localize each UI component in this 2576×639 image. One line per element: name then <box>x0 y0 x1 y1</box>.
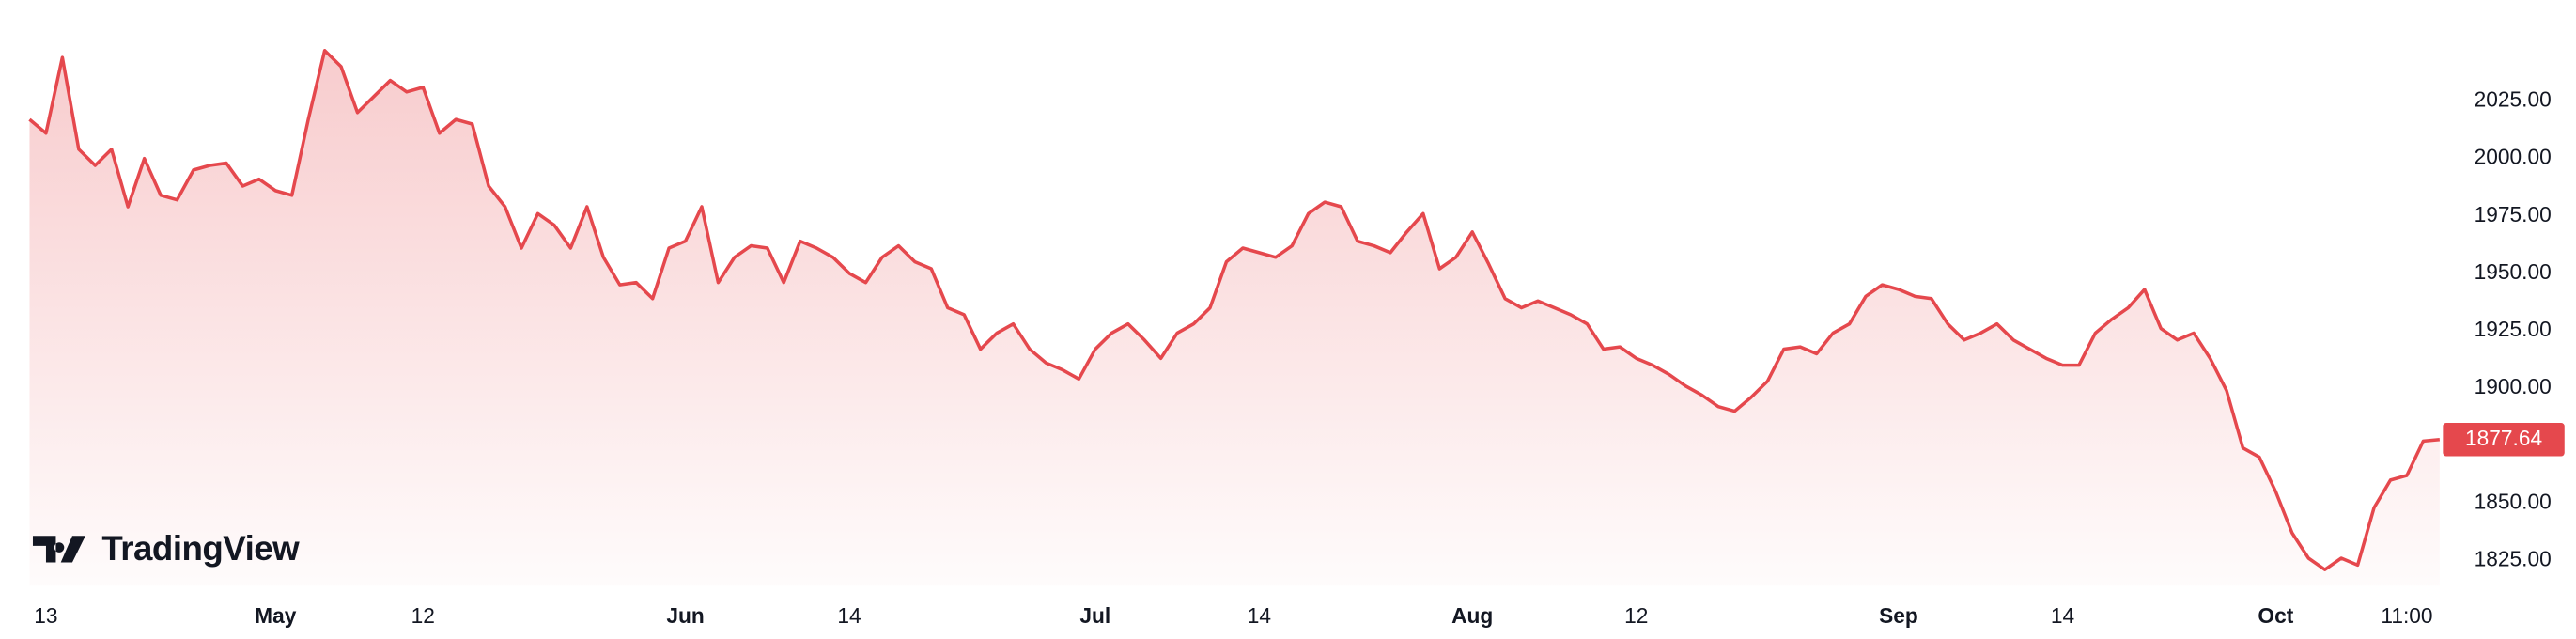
x-tick-label: Jul <box>1079 603 1110 628</box>
x-tick-label: Oct <box>2258 603 2293 628</box>
x-tick-label: 12 <box>411 603 435 628</box>
y-tick-label: 1850.00 <box>2475 489 2552 513</box>
x-tick-label: 14 <box>1248 603 1272 628</box>
x-tick-label: 13 <box>34 603 57 628</box>
y-tick-label: 2000.00 <box>2475 145 2552 169</box>
x-tick-label: 12 <box>1624 603 1648 628</box>
x-tick-label: 14 <box>2051 603 2075 628</box>
x-tick-label: Sep <box>1879 603 1918 628</box>
y-tick-label: 1975.00 <box>2475 202 2552 226</box>
x-tick-label: 11:00 <box>2381 603 2432 628</box>
line <box>28 49 2441 571</box>
area <box>29 50 2440 586</box>
watermark: TradingView <box>101 529 300 568</box>
last-price-label: 1877.64 <box>2465 426 2542 450</box>
x-tick-label: 14 <box>837 603 861 628</box>
y-tick-label: 1825.00 <box>2475 546 2552 570</box>
x-tick-label: Jun <box>666 603 704 628</box>
logo: TradingView <box>32 529 300 568</box>
logo-icon <box>32 536 85 563</box>
y-tick-label: 1925.00 <box>2475 317 2552 341</box>
x-tick-label: Aug <box>1451 603 1493 628</box>
x-tick-label: May <box>255 603 296 628</box>
last-price-box <box>2443 423 2565 457</box>
y-tick-label: 1950.00 <box>2475 259 2552 284</box>
y-tick-label: 1900.00 <box>2475 374 2552 398</box>
y-tick-label: 2025.00 <box>2475 87 2552 112</box>
